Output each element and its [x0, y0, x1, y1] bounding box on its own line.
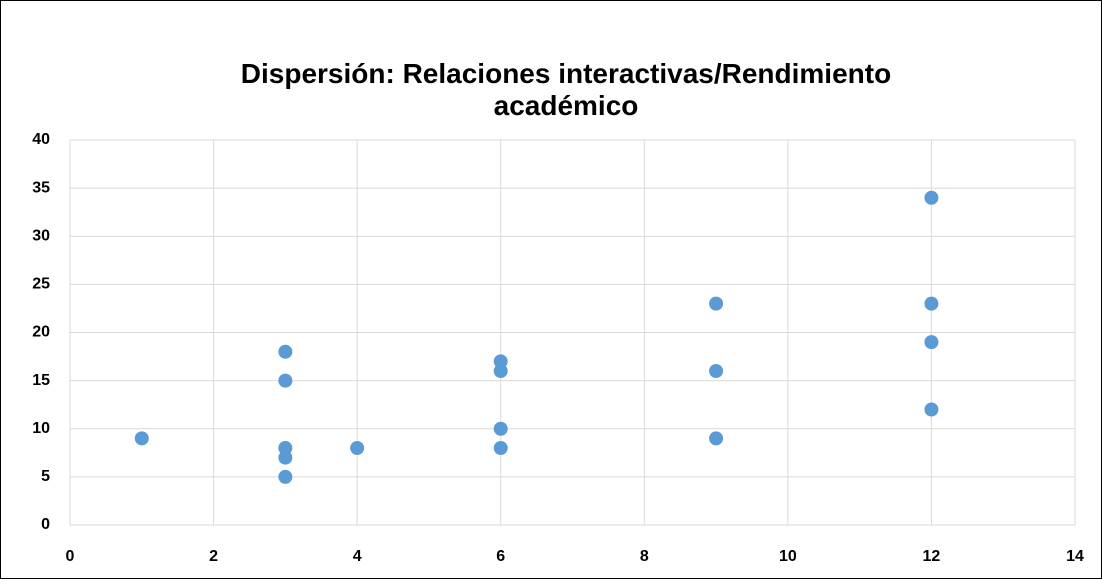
y-tick-label: 20	[32, 324, 50, 341]
y-tick-label: 15	[32, 372, 50, 389]
point	[278, 344, 293, 359]
x-tick-label: 10	[779, 548, 797, 565]
x-tick-label: 0	[66, 548, 75, 565]
x-tick-label: 4	[353, 548, 362, 565]
point	[709, 364, 724, 378]
point	[350, 441, 365, 455]
y-tick-label: 0	[41, 516, 50, 533]
point	[709, 296, 724, 311]
y-tick-label: 40	[32, 131, 50, 148]
chart-title: Dispersión: Relaciones interactivas/Rend…	[240, 58, 892, 121]
x-tick-label: 2	[209, 548, 218, 565]
point	[278, 441, 293, 455]
x-tick-label: 6	[496, 548, 505, 565]
point	[924, 296, 939, 311]
point	[278, 450, 293, 465]
point	[924, 190, 939, 205]
point	[278, 469, 293, 484]
point	[278, 373, 293, 388]
x-tick-label: 14	[1066, 548, 1084, 565]
y-tick-label: 10	[32, 420, 50, 437]
y-tick-label: 5	[41, 468, 50, 485]
point	[493, 364, 508, 378]
y-tick-label: 25	[32, 276, 50, 293]
point	[493, 354, 508, 369]
point	[924, 335, 939, 350]
y-tick-label: 30	[32, 227, 50, 244]
point	[709, 431, 724, 446]
point	[493, 441, 508, 455]
x-tick-label: 8	[640, 548, 649, 565]
point	[924, 402, 939, 417]
y-tick-label: 35	[32, 179, 50, 196]
point	[134, 431, 149, 446]
point	[493, 421, 508, 436]
x-tick-label: 12	[923, 548, 941, 565]
